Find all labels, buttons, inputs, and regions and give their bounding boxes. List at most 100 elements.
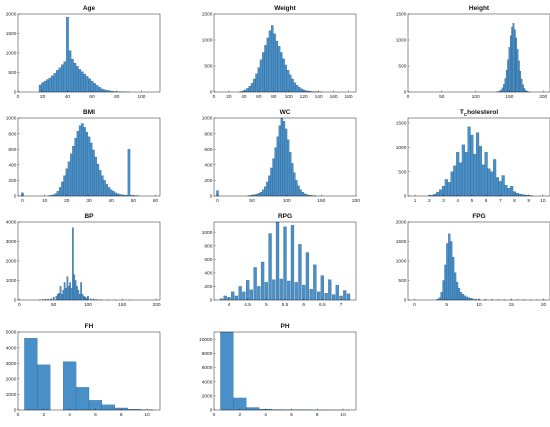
y-tick-label: 0 bbox=[210, 194, 213, 200]
panel-title: PH bbox=[280, 323, 289, 330]
x-tick-label: 160 bbox=[330, 94, 338, 100]
x-tick-label: 5.5 bbox=[282, 302, 289, 308]
y-tick-label: 1000 bbox=[396, 145, 407, 151]
histogram-bar bbox=[504, 185, 508, 197]
histogram-bar bbox=[470, 134, 474, 197]
y-tick-label: 3000 bbox=[6, 361, 17, 367]
histogram-bar bbox=[511, 26, 513, 93]
y-tick-label: 4000 bbox=[202, 379, 213, 385]
x-tick-label: 5 bbox=[265, 302, 268, 308]
panel-title: Weight bbox=[274, 5, 296, 12]
histogram-bar bbox=[105, 184, 108, 197]
histogram-bar bbox=[450, 171, 454, 197]
histogram-bar bbox=[501, 175, 505, 197]
x-tick-label: 100 bbox=[137, 94, 145, 100]
x-tick-label: 2 bbox=[42, 412, 45, 418]
histogram-bar bbox=[297, 185, 300, 197]
x-tick-label: 120 bbox=[300, 94, 308, 100]
y-tick-label: 400 bbox=[204, 271, 212, 277]
y-tick-label: 10000 bbox=[199, 337, 213, 343]
panel-title: RPG bbox=[278, 213, 292, 220]
histogram-bar bbox=[85, 297, 88, 301]
y-tick-label: 1500 bbox=[202, 12, 213, 18]
x-tick-label: 150 bbox=[317, 198, 325, 204]
histogram-bar bbox=[303, 193, 306, 197]
histogram-bar bbox=[273, 33, 276, 93]
histogram-bar bbox=[484, 152, 488, 197]
y-tick-label: 1500 bbox=[6, 31, 17, 37]
histogram-bar bbox=[234, 295, 239, 301]
histogram-bar bbox=[248, 86, 252, 93]
histogram-bar bbox=[284, 64, 287, 93]
y-tick-label: 1500 bbox=[396, 239, 407, 245]
histogram-bar bbox=[63, 282, 66, 301]
histogram-bar bbox=[74, 138, 77, 197]
histogram-bar bbox=[280, 117, 284, 197]
histogram-bar bbox=[65, 288, 67, 301]
histogram-bar bbox=[293, 172, 296, 197]
histogram-bar bbox=[55, 295, 58, 301]
histogram-bar bbox=[66, 16, 69, 93]
x-tick-label: 4 bbox=[456, 198, 459, 204]
x-tick-label: 10 bbox=[42, 198, 48, 204]
histogram-bar bbox=[461, 144, 465, 197]
histogram-bar bbox=[463, 295, 466, 301]
x-tick-label: 80 bbox=[114, 94, 120, 100]
histogram-bar bbox=[436, 191, 440, 197]
x-tick-label: 100 bbox=[285, 94, 293, 100]
histogram-bar bbox=[282, 58, 285, 93]
histogram-bar bbox=[73, 63, 77, 93]
panel-title: BP bbox=[84, 213, 94, 220]
x-tick-label: 8 bbox=[120, 412, 123, 418]
histogram-bar bbox=[73, 274, 76, 301]
histogram-bar bbox=[88, 78, 91, 93]
histogram-bar bbox=[242, 291, 246, 301]
histogram-bar bbox=[257, 193, 261, 197]
x-tick-label: 200 bbox=[539, 94, 547, 100]
axes-frame bbox=[213, 13, 357, 93]
y-tick-label: 200 bbox=[8, 178, 16, 184]
histogram-bar bbox=[500, 89, 503, 93]
y-tick-label: 200 bbox=[204, 178, 212, 184]
x-tick-label: 8 bbox=[513, 198, 516, 204]
panel-ph: PH 0 2 4 6 8 10 0 2000 4000 6000 8000 10000 bbox=[199, 323, 357, 418]
histogram-bar bbox=[259, 59, 263, 93]
histogram-bar bbox=[300, 88, 303, 93]
x-tick-label: 6 bbox=[302, 302, 305, 308]
y-tick-label: 2000 bbox=[396, 220, 407, 226]
x-tick-label: 150 bbox=[118, 302, 126, 308]
x-tick-label: 60 bbox=[256, 94, 262, 100]
histogram-bar bbox=[107, 187, 111, 197]
axes-frame bbox=[17, 221, 161, 301]
histogram-bar bbox=[520, 78, 523, 93]
histogram-bar bbox=[459, 292, 463, 301]
histogram-bar bbox=[244, 89, 247, 93]
histogram-bar bbox=[78, 69, 82, 93]
histogram-bar bbox=[320, 275, 324, 301]
histogram-bar bbox=[58, 67, 62, 93]
histogram-bar bbox=[442, 280, 445, 301]
histogram-bar bbox=[24, 338, 38, 411]
histogram-bar bbox=[70, 59, 74, 93]
histogram-bar bbox=[92, 149, 95, 197]
histogram-bar bbox=[481, 164, 485, 197]
histogram-bar bbox=[262, 189, 265, 197]
histogram-bar bbox=[282, 120, 286, 197]
histogram-bar bbox=[284, 128, 288, 197]
histogram-bar bbox=[63, 61, 67, 93]
histogram-bar bbox=[291, 163, 294, 197]
x-tick-label: 6 bbox=[485, 198, 488, 204]
histogram-bar bbox=[80, 71, 84, 93]
histogram-bar bbox=[90, 80, 94, 93]
histogram-bar bbox=[246, 407, 260, 411]
histogram-bar bbox=[266, 181, 269, 197]
histogram-bar bbox=[274, 147, 277, 197]
histogram-bar bbox=[290, 225, 295, 301]
histogram-bar bbox=[515, 37, 517, 93]
histogram-bar bbox=[105, 90, 109, 93]
histogram-bar bbox=[298, 244, 302, 301]
histogram-bar bbox=[317, 291, 321, 301]
histogram-bar bbox=[220, 331, 234, 411]
x-tick-label: 2 bbox=[428, 198, 431, 204]
